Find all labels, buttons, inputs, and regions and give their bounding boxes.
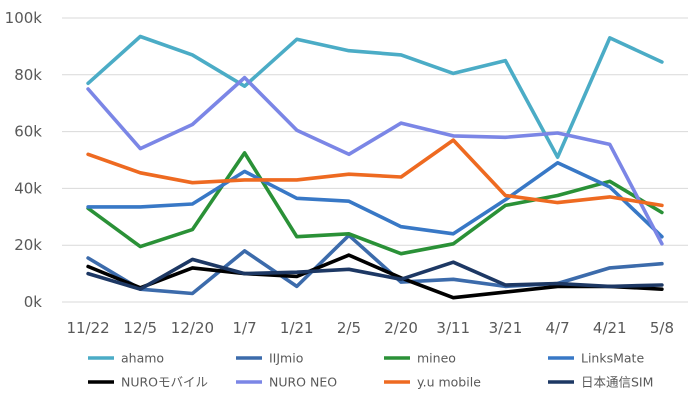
- legend-item: LinksMate: [548, 351, 644, 366]
- y-axis-tick-labels: 0k 20k 40k 60k 80k 100k: [5, 9, 43, 311]
- series-line-nuro-: [86, 253, 664, 300]
- x-tick-label: 5/8: [650, 319, 674, 337]
- y-tick-label: 20k: [14, 236, 42, 254]
- x-axis-tick-labels: 11/22 12/5 12/20 1/7 1/21 2/5 2/20 3/11 3/21 4/7 4…: [66, 319, 674, 337]
- x-tick-label: 3/11: [436, 319, 470, 337]
- series-line-linksmate: [86, 161, 664, 239]
- x-tick-label: 4/7: [546, 319, 570, 337]
- x-tick-label: 11/22: [66, 319, 109, 337]
- legend-item: 日本通信SIM: [548, 375, 653, 390]
- legend-item: NUROモバイル: [88, 375, 208, 390]
- series-line-mineo: [86, 151, 664, 256]
- y-tick-label: 0k: [24, 293, 43, 311]
- legend-label: LinksMate: [581, 351, 644, 366]
- legend-item: ahamo: [88, 351, 164, 366]
- x-tick-label: 4/21: [593, 319, 627, 337]
- series-line-nuro-neo: [86, 75, 664, 246]
- legend-label: mineo: [417, 351, 456, 366]
- series-line-ahamo: [86, 34, 664, 159]
- legend-item: IIJmio: [236, 351, 303, 366]
- y-tick-label: 40k: [14, 179, 42, 197]
- legend-label: NURO NEO: [269, 375, 337, 390]
- legend-label: y.u mobile: [417, 375, 481, 390]
- legend-label: IIJmio: [269, 351, 303, 366]
- legend-label: 日本通信SIM: [581, 375, 653, 390]
- x-tick-label: 2/20: [384, 319, 418, 337]
- legend-label: ahamo: [121, 351, 164, 366]
- legend-item: NURO NEO: [236, 375, 337, 390]
- series-line--sim: [86, 257, 664, 292]
- series-line-y-u-mobile: [86, 138, 664, 208]
- x-tick-label: 12/20: [171, 319, 214, 337]
- y-tick-label: 100k: [5, 9, 43, 27]
- series-lines: [86, 34, 664, 300]
- legend-label: NUROモバイル: [121, 375, 208, 390]
- x-tick-label: 2/5: [337, 319, 361, 337]
- gridlines: [62, 17, 688, 303]
- x-tick-label: 3/21: [489, 319, 523, 337]
- legend-item: y.u mobile: [384, 375, 481, 390]
- series-line-iijmio: [86, 233, 664, 296]
- x-tick-label: 1/21: [280, 319, 314, 337]
- legend: ahamo IIJmio mineo LinksMate NUROモバイル NURO NE…: [88, 351, 653, 390]
- y-tick-label: 80k: [14, 66, 42, 84]
- x-tick-label: 1/7: [233, 319, 257, 337]
- legend-item: mineo: [384, 351, 456, 366]
- y-tick-label: 60k: [14, 123, 42, 141]
- x-tick-label: 12/5: [123, 319, 157, 337]
